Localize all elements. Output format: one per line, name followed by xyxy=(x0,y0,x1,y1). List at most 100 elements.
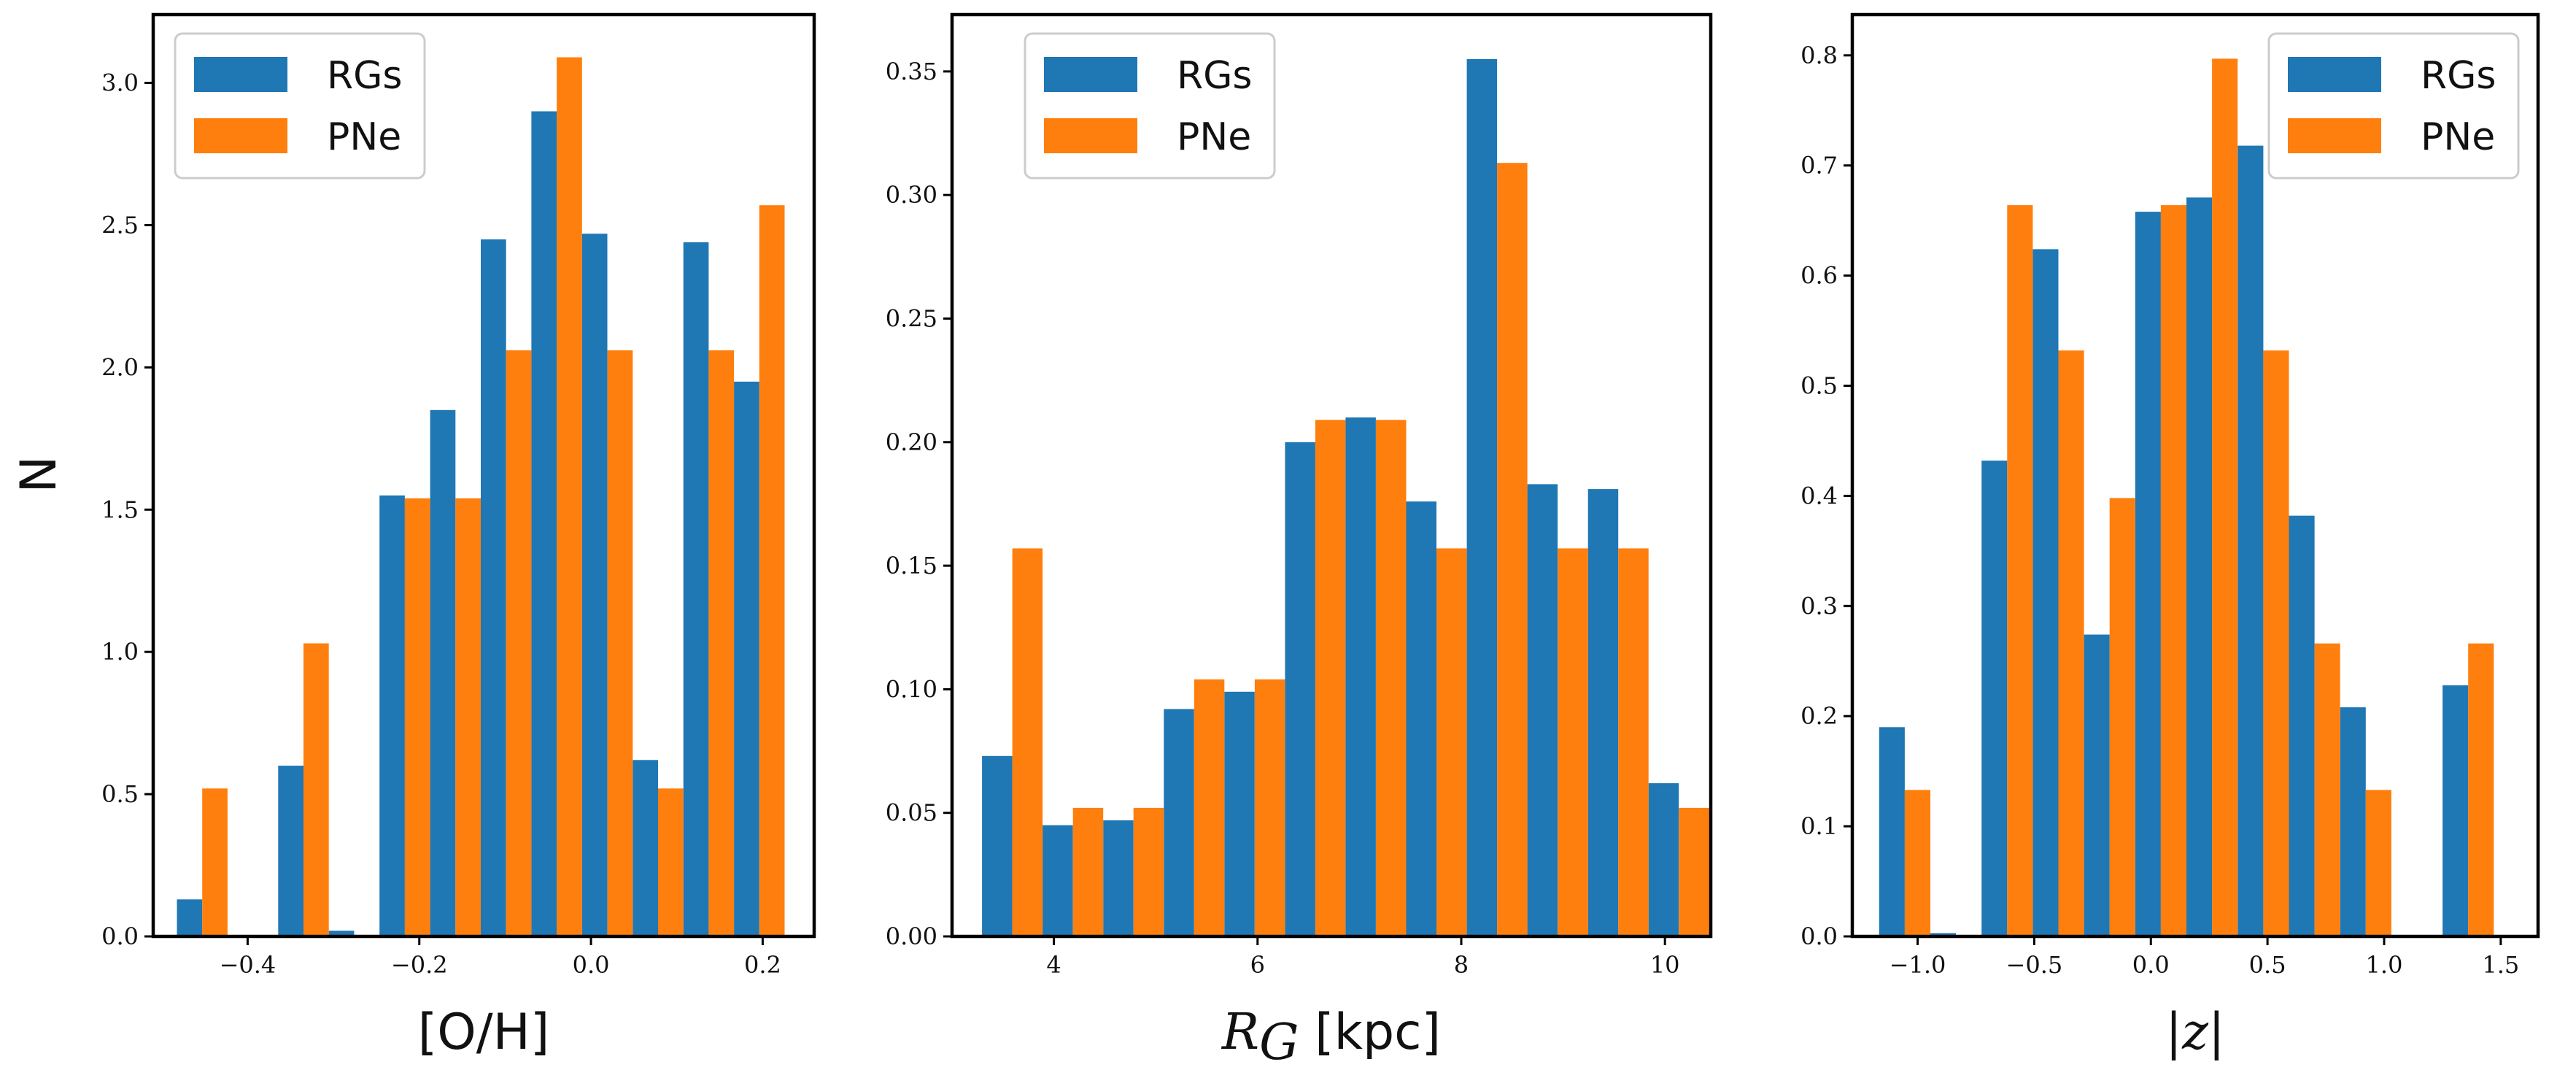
ylabel-n: N xyxy=(10,456,68,493)
y-tick-label: 1.0 xyxy=(101,638,139,666)
legend-swatch-rgs xyxy=(2288,57,2381,92)
oh-bar-pne-5 xyxy=(455,498,481,936)
rg-bar-rgs-8 xyxy=(1466,58,1498,936)
y-tick-label: 0.8 xyxy=(1801,42,1838,69)
z-bar-pne-11 xyxy=(2468,643,2494,936)
oh-bar-pne-4 xyxy=(404,498,430,936)
x-tick-label: 10 xyxy=(1650,951,1680,979)
z-bar-rgs-2 xyxy=(1981,461,2008,936)
oh-bar-rgs-6 xyxy=(481,239,506,936)
x-tick-label: −0.4 xyxy=(220,951,276,979)
z-bar-rgs-8 xyxy=(2289,515,2315,936)
rg-bar-pne-5 xyxy=(1315,420,1346,936)
z-bar-pne-0 xyxy=(1904,790,1930,936)
legend-swatch-rgs xyxy=(194,57,287,92)
z-bar-pne-3 xyxy=(2058,350,2084,936)
legend-swatch-pne xyxy=(1044,118,1137,153)
y-tick-label: 0.3 xyxy=(1801,592,1838,620)
z-legend: RGs PNe xyxy=(2267,32,2520,180)
y-tick-label: 2.5 xyxy=(101,211,139,239)
y-tick-label: 0.0 xyxy=(1801,923,1838,950)
x-tick-label: −0.5 xyxy=(2006,951,2063,979)
z-bar-rgs-9 xyxy=(2340,707,2366,936)
rg-bar-rgs-2 xyxy=(1103,820,1134,936)
y-tick-label: 0.10 xyxy=(886,675,937,703)
z-bar-rgs-5 xyxy=(2135,212,2161,937)
rg-bar-rgs-5 xyxy=(1285,442,1315,936)
legend-swatch-rgs xyxy=(1044,57,1137,92)
oh-bar-rgs-8 xyxy=(581,234,608,936)
y-tick-label: 0.7 xyxy=(1801,152,1838,180)
z-bar-rgs-11 xyxy=(2442,685,2469,936)
z-bar-pne-6 xyxy=(2212,58,2238,936)
legend-label-rgs: RGs xyxy=(1177,54,1253,98)
rg-bar-pne-6 xyxy=(1376,420,1407,936)
y-tick-label: 1.5 xyxy=(101,496,139,523)
z-x-axis-ticks: −1.0 −0.5 0.0 0.5 1.0 1.5 xyxy=(1890,936,2519,979)
oh-x-axis-ticks: −0.4 −0.2 0.0 0.2 xyxy=(220,936,781,979)
oh-y-axis-ticks: 0.0 0.5 1.0 1.5 2.0 2.5 3.0 xyxy=(101,69,153,950)
z-bar-rgs-0 xyxy=(1879,727,1905,936)
rg-axes-frame xyxy=(950,12,1713,939)
oh-bar-rgs-10 xyxy=(683,242,709,936)
z-axes-frame xyxy=(1850,12,2540,939)
oh-bar-pne-8 xyxy=(607,350,633,936)
oh-bar-rgs-2 xyxy=(278,766,303,936)
z-bars xyxy=(1879,58,2494,937)
rg-bar-pne-7 xyxy=(1436,548,1467,936)
panel-oh-histogram: 0.0 0.5 1.0 1.5 2.0 2.5 3.0 −0.4 −0.2 0.0 0.2 [O/… xyxy=(101,12,816,1061)
y-tick-label: 3.0 xyxy=(101,69,139,97)
rg-bar-pne-8 xyxy=(1497,163,1528,937)
z-bar-pne-8 xyxy=(2314,643,2340,936)
x-tick-label: −0.2 xyxy=(391,951,448,979)
y-tick-label: 0.0 xyxy=(101,923,139,950)
y-tick-label: 0.20 xyxy=(886,428,937,456)
rg-bar-pne-4 xyxy=(1254,679,1285,936)
oh-bar-rgs-4 xyxy=(379,495,405,936)
oh-bars xyxy=(177,57,785,936)
rg-bar-rgs-11 xyxy=(1648,783,1679,936)
z-y-axis-ticks: 0.0 0.1 0.2 0.3 0.4 0.5 0.6 0.7 0.8 xyxy=(1801,42,1852,950)
rg-bar-rgs-4 xyxy=(1224,691,1255,936)
x-tick-label: 0.0 xyxy=(2132,951,2170,979)
x-tick-label: 1.0 xyxy=(2366,951,2403,979)
y-tick-label: 0.1 xyxy=(1801,812,1838,840)
x-tick-label: 8 xyxy=(1454,951,1469,979)
x-tick-label: 0.5 xyxy=(2249,951,2286,979)
y-tick-label: 0.2 xyxy=(1801,702,1838,730)
z-bar-rgs-4 xyxy=(2084,634,2110,936)
rg-bar-rgs-6 xyxy=(1345,417,1376,936)
z-bar-pne-5 xyxy=(2160,205,2186,937)
y-tick-label: 0.00 xyxy=(886,923,937,950)
panel-rg-histogram: 0.00 0.05 0.10 0.15 0.20 0.25 0.30 0.35 4 6 8 10 R… xyxy=(886,12,1713,1071)
rg-bar-rgs-10 xyxy=(1587,489,1619,936)
oh-bar-pne-2 xyxy=(303,643,329,936)
x-tick-label: 1.5 xyxy=(2482,951,2519,979)
rg-xlabel: RG [kpc] xyxy=(1221,1004,1441,1071)
rg-bar-rgs-9 xyxy=(1527,484,1558,936)
rg-bar-pne-1 xyxy=(1072,807,1104,936)
oh-bar-pne-9 xyxy=(658,788,684,936)
y-tick-label: 0.4 xyxy=(1801,482,1838,509)
rg-bar-pne-11 xyxy=(1679,807,1709,936)
rg-bar-rgs-3 xyxy=(1164,709,1194,936)
z-bar-rgs-6 xyxy=(2186,197,2213,936)
rg-legend: RGs PNe xyxy=(1024,32,1276,180)
oh-bar-pne-10 xyxy=(708,350,735,936)
y-tick-label: 0.15 xyxy=(886,552,937,580)
oh-bar-rgs-9 xyxy=(633,760,658,936)
z-bar-rgs-7 xyxy=(2237,145,2264,937)
y-tick-label: 0.5 xyxy=(101,780,139,808)
y-tick-label: 0.6 xyxy=(1801,262,1838,290)
x-tick-label: 4 xyxy=(1046,951,1061,979)
rg-y-axis-ticks: 0.00 0.05 0.10 0.15 0.20 0.25 0.30 0.35 xyxy=(886,58,952,950)
y-tick-label: 0.5 xyxy=(1801,372,1838,400)
z-bar-pne-2 xyxy=(2007,205,2033,937)
panel-z-histogram: 0.00.10.20.30.40.50.60.70.8 −1.0 −0.5 0.0 0… xyxy=(1801,12,2540,1061)
legend-swatch-pne xyxy=(2288,118,2381,153)
x-tick-label: −1.0 xyxy=(1890,951,1946,979)
x-tick-label: 0.2 xyxy=(744,951,781,979)
rg-bar-pne-2 xyxy=(1133,807,1164,936)
rg-bar-pne-3 xyxy=(1194,679,1225,936)
